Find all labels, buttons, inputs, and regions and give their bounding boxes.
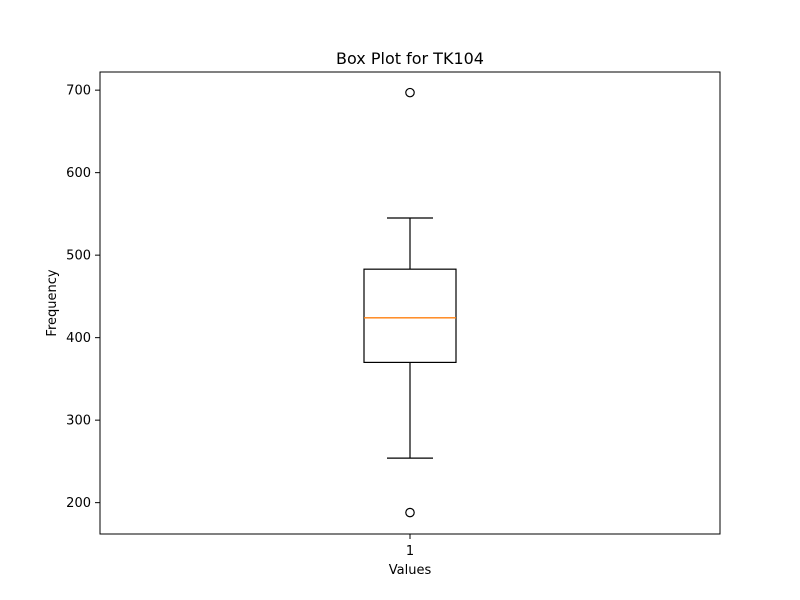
y-tick-label: 200	[66, 496, 91, 511]
y-tick-label: 300	[66, 414, 91, 429]
plot-frame	[99, 71, 721, 535]
outlier-point	[405, 87, 415, 98]
plot-area	[99, 71, 721, 535]
y-tick-label: 500	[66, 249, 91, 264]
x-axis: 1	[406, 534, 414, 559]
y-tick-label: 600	[66, 166, 91, 181]
y-axis-label: Frequency	[45, 269, 60, 336]
outlier-point	[405, 507, 415, 518]
y-tick-label: 400	[66, 331, 91, 346]
x-tick-label: 1	[406, 544, 414, 559]
iqr-box	[363, 268, 457, 363]
y-tick-label: 700	[66, 84, 91, 99]
chart-title: Box Plot for TK104	[336, 49, 484, 68]
x-axis-label: Values	[389, 563, 432, 578]
y-axis: 200 300 400 500 600 700	[66, 84, 100, 511]
